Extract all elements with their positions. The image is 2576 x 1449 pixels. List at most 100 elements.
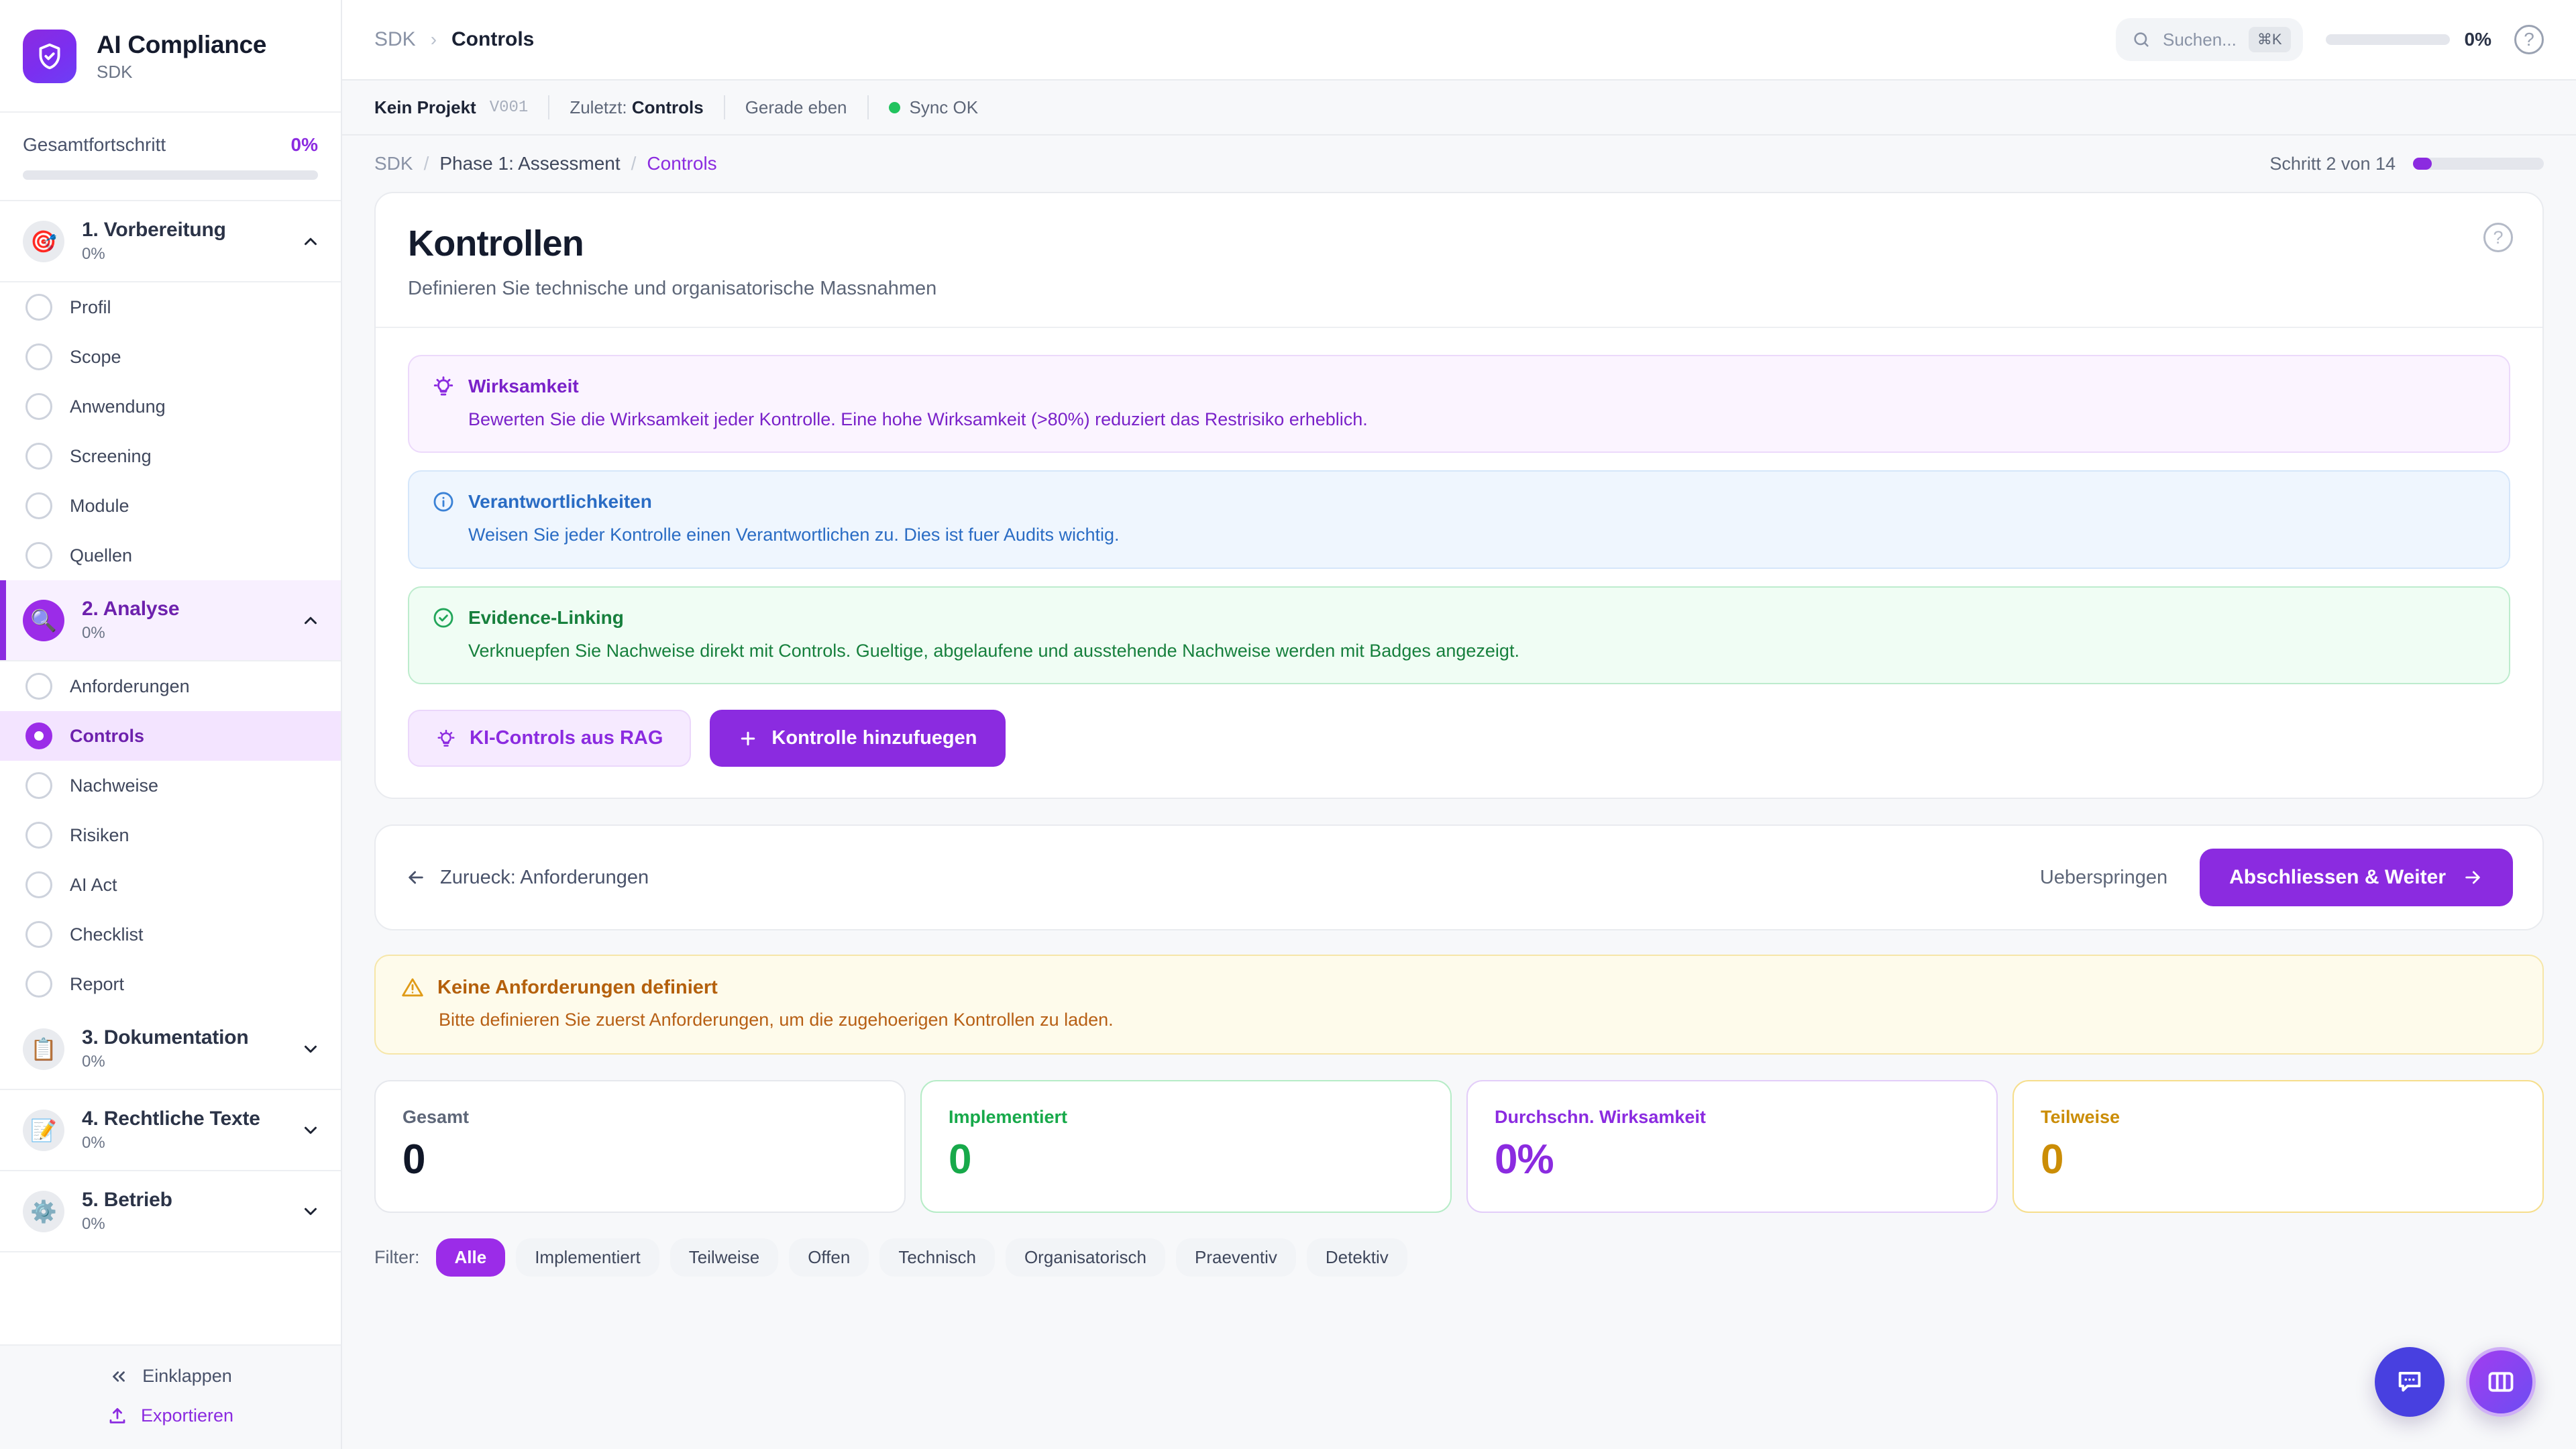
overall-progress-track	[23, 170, 318, 180]
top-breadcrumb-root[interactable]: SDK	[374, 28, 416, 50]
help-icon[interactable]: ?	[2514, 25, 2544, 54]
chevron-down-icon[interactable]	[301, 1039, 321, 1059]
filter-chip-offen[interactable]: Offen	[789, 1238, 869, 1277]
sidebar-phase-4[interactable]: 📝 4. Rechtliche Texte 0%	[0, 1090, 341, 1171]
banner-body: Verknuepfen Sie Nachweise direkt mit Con…	[468, 640, 1519, 661]
stat-value: 0	[949, 1136, 971, 1183]
filter-chip-teilweise[interactable]: Teilweise	[669, 1238, 779, 1277]
step-indicator: Schritt 2 von 14	[2269, 154, 2544, 174]
chevron-down-icon[interactable]	[301, 1201, 321, 1222]
panel-fab[interactable]	[2466, 1347, 2536, 1417]
chat-fab[interactable]	[2375, 1347, 2445, 1417]
sidebar-item-screening[interactable]: Screening	[0, 431, 341, 481]
help-glyph: ?	[2524, 29, 2534, 50]
phase-percent: 0%	[82, 624, 105, 642]
stat-label: Implementiert	[949, 1107, 1068, 1128]
export-button[interactable]: Exportieren	[107, 1405, 233, 1426]
banner-verantwortlichkeiten: Verantwortlichkeiten Weisen Sie jeder Ko…	[408, 470, 2510, 569]
brand-header[interactable]: AI Compliance SDK	[0, 0, 341, 113]
sidebar-item-label: Report	[70, 973, 125, 994]
filter-chip-detektiv[interactable]: Detektiv	[1306, 1238, 1407, 1277]
collapse-sidebar-label: Einklappen	[142, 1366, 232, 1386]
breadcrumb-item-1[interactable]: Phase 1: Assessment	[439, 153, 621, 174]
divider	[723, 95, 725, 119]
radio-icon	[25, 542, 52, 569]
phase-name: 4. Rechtliche Texte	[82, 1108, 260, 1130]
divider	[867, 95, 869, 119]
sidebar-phase-1[interactable]: 🎯 1. Vorbereitung 0%	[0, 201, 341, 282]
radio-icon	[25, 772, 52, 799]
search-input[interactable]: Suchen... ⌘K	[2115, 18, 2303, 61]
breadcrumb-separator: /	[423, 153, 429, 174]
phase-name: 1. Vorbereitung	[82, 219, 226, 241]
chevron-up-icon[interactable]	[301, 231, 321, 252]
overall-progress-percent: 0%	[290, 134, 318, 155]
sidebar-item-risiken[interactable]: Risiken	[0, 810, 341, 860]
filter-row: Filter: Alle Implementiert Teilweise Offen T…	[374, 1238, 2544, 1277]
sidebar-item-module[interactable]: Module	[0, 481, 341, 531]
filter-chip-praeventiv[interactable]: Praeventiv	[1176, 1238, 1296, 1277]
sidebar-item-profil[interactable]: Profil	[0, 282, 341, 332]
warning-body: Bitte definieren Sie zuerst Anforderunge…	[439, 1010, 1114, 1030]
radio-icon	[25, 393, 52, 420]
controls-card: ? Kontrollen Definieren Sie technische u…	[374, 192, 2544, 800]
brand-subtitle: SDK	[97, 61, 133, 82]
add-control-label: Kontrolle hinzufuegen	[771, 727, 977, 749]
chevron-up-icon[interactable]	[301, 610, 321, 631]
phase-emoji-icon: 🔍	[23, 599, 64, 641]
breadcrumb-item-0[interactable]: SDK	[374, 153, 413, 174]
sidebar-item-quellen[interactable]: Quellen	[0, 531, 341, 580]
filter-chip-implementiert[interactable]: Implementiert	[516, 1238, 659, 1277]
top-breadcrumb-current: Controls	[451, 28, 535, 50]
step-indicator-label: Schritt 2 von 14	[2269, 153, 2396, 174]
shield-check-icon	[23, 30, 76, 83]
phase-name: 2. Analyse	[82, 598, 180, 620]
sidebar-phase-3[interactable]: 📋 3. Dokumentation 0%	[0, 1009, 341, 1090]
sidebar-item-label: Controls	[70, 725, 144, 746]
sidebar-item-scope[interactable]: Scope	[0, 332, 341, 382]
radio-icon	[25, 443, 52, 470]
check-circle-icon	[433, 608, 453, 628]
top-progress-percent: 0%	[2464, 29, 2491, 50]
filter-chip-alle[interactable]: Alle	[435, 1238, 506, 1277]
rag-controls-button[interactable]: KI-Controls aus RAG	[408, 710, 692, 767]
collapse-sidebar-button[interactable]: Einklappen	[109, 1366, 232, 1387]
brand-title: AI Compliance	[97, 30, 267, 58]
sidebar-item-nachweise[interactable]: Nachweise	[0, 761, 341, 810]
radio-icon	[25, 822, 52, 849]
sidebar-item-report[interactable]: Report	[0, 959, 341, 1009]
last-visited: Zuletzt: Controls	[570, 97, 703, 118]
sidebar-item-checklist[interactable]: Checklist	[0, 910, 341, 959]
meta-bar: Kein Projekt V001 Zuletzt: Controls Gera…	[342, 80, 2576, 136]
breadcrumb-bar: SDK / Phase 1: Assessment / Controls Sch…	[342, 136, 2576, 192]
sidebar-item-controls[interactable]: Controls	[0, 711, 341, 761]
filter-chip-organisatorisch[interactable]: Organisatorisch	[1005, 1238, 1166, 1277]
complete-next-label: Abschliessen & Weiter	[2229, 866, 2446, 889]
complete-next-button[interactable]: Abschliessen & Weiter	[2200, 849, 2513, 907]
chevron-down-icon[interactable]	[301, 1120, 321, 1140]
back-button[interactable]: Zurueck: Anforderungen	[405, 867, 649, 889]
rag-controls-label: KI-Controls aus RAG	[470, 727, 663, 749]
stat-label: Teilweise	[2041, 1107, 2121, 1128]
phase-percent: 0%	[82, 245, 105, 263]
sidebar-phase-2[interactable]: 🔍 2. Analyse 0%	[0, 580, 341, 661]
banner-wirksamkeit: Wirksamkeit Bewerten Sie die Wirksamkeit…	[408, 355, 2510, 453]
sidebar-item-anwendung[interactable]: Anwendung	[0, 382, 341, 431]
breadcrumb: SDK / Phase 1: Assessment / Controls	[374, 153, 717, 174]
sidebar-nav: 🎯 1. Vorbereitung 0% Profil Scope Anwendung Sc…	[0, 201, 341, 1344]
card-help-icon[interactable]: ?	[2483, 223, 2513, 252]
banner-body: Weisen Sie jeder Kontrolle einen Verantw…	[468, 525, 1120, 545]
filter-chip-technisch[interactable]: Technisch	[879, 1238, 995, 1277]
step-progress-fill	[2413, 158, 2432, 170]
add-control-button[interactable]: Kontrolle hinzufuegen	[710, 710, 1006, 767]
sidebar-item-label: Anwendung	[70, 396, 166, 417]
floating-actions	[2375, 1347, 2536, 1417]
radio-icon	[25, 971, 52, 998]
sidebar-phase-5[interactable]: ⚙️ 5. Betrieb 0%	[0, 1171, 341, 1252]
sidebar-item-label: Quellen	[70, 545, 133, 566]
sidebar-item-anforderungen[interactable]: Anforderungen	[0, 661, 341, 711]
phase-percent: 0%	[82, 1134, 105, 1152]
skip-button[interactable]: Ueberspringen	[2039, 866, 2168, 888]
phase-name: 5. Betrieb	[82, 1189, 172, 1211]
sidebar-item-ai-act[interactable]: AI Act	[0, 860, 341, 910]
